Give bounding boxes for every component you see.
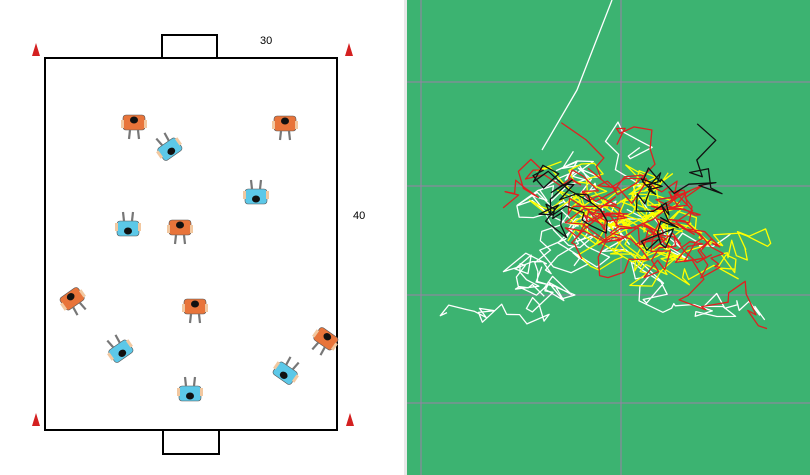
track-path-3-4	[591, 126, 695, 246]
drill-diagram-svg: 30 40	[32, 34, 365, 455]
track-path-4-1	[532, 164, 608, 239]
player-orange-3	[272, 115, 298, 141]
track-path-1-5	[531, 150, 594, 302]
track-path-3-5	[641, 222, 768, 330]
player-orange-10	[311, 327, 339, 356]
player-blue-11	[272, 356, 300, 385]
cone-bottom-left	[32, 413, 40, 426]
track-path-4-2	[635, 123, 723, 251]
cone-top-right	[345, 43, 353, 56]
track-path-long-run	[541, 0, 613, 151]
movement-tracks	[439, 0, 772, 330]
track-path-3-1	[655, 184, 724, 279]
player-blue-9	[106, 334, 134, 363]
cone-bottom-right	[346, 413, 354, 426]
top-goal	[161, 34, 218, 58]
track-path-3-6	[502, 122, 647, 209]
player-blue-4	[243, 179, 269, 205]
width-label: 30	[260, 35, 272, 47]
player-blue-12	[177, 376, 203, 402]
player-orange-7	[59, 287, 87, 316]
tracking-view	[407, 0, 810, 475]
cone-top-left	[32, 43, 40, 56]
player-orange-6	[167, 219, 193, 245]
player-orange-8	[182, 298, 208, 324]
panel-divider	[404, 0, 407, 475]
track-path-3-2	[564, 189, 701, 279]
track-path-1-3	[601, 208, 766, 321]
player-orange-1	[121, 114, 147, 140]
players-layer	[59, 114, 339, 402]
tracking-svg	[407, 0, 810, 475]
bottom-goal	[162, 430, 220, 455]
track-path-2-2	[604, 219, 772, 274]
drill-diagram: 30 40	[0, 0, 404, 475]
player-blue-2	[155, 132, 183, 161]
height-label: 40	[353, 210, 365, 222]
player-blue-5	[115, 211, 141, 237]
track-path-2-1	[567, 162, 669, 245]
